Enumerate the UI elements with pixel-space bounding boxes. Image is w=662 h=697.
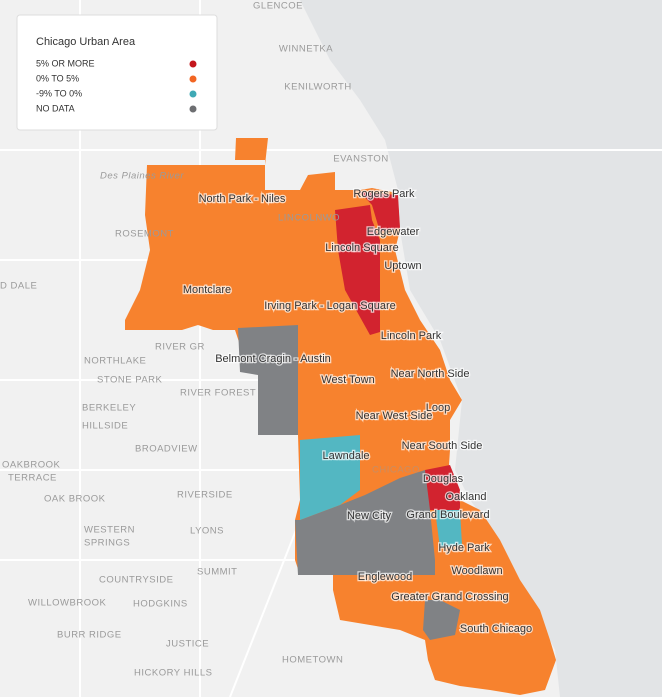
- legend-swatch: [189, 60, 197, 68]
- area: [238, 325, 298, 435]
- region-label: Englewood: [358, 571, 412, 583]
- region-label: Oakland: [446, 491, 487, 503]
- areas: [125, 138, 556, 695]
- region-label: Near South Side: [402, 440, 483, 452]
- place-label: HOMETOWN: [282, 655, 343, 666]
- region-label: Belmont Cragin - Austin: [215, 353, 331, 365]
- region-label: Woodlawn: [451, 565, 502, 577]
- region-label: Grand Boulevard: [406, 509, 489, 521]
- region-label: Loop: [426, 402, 450, 414]
- area: [423, 600, 460, 640]
- area: [295, 470, 435, 575]
- region-label: Edgewater: [367, 226, 420, 238]
- place-label: WINNETKA: [279, 44, 333, 55]
- region-label: Greater Grand Crossing: [391, 591, 508, 603]
- region-label: Uptown: [384, 260, 421, 272]
- place-label: BERKELEY: [82, 403, 136, 414]
- legend-label: 5% OR MORE: [36, 58, 95, 68]
- place-label: NORTHLAKE: [84, 356, 146, 367]
- place-label: TERRACE: [8, 473, 57, 484]
- place-label: LYONS: [190, 526, 224, 537]
- legend-swatch: [189, 105, 197, 113]
- legend-label: 0% TO 5%: [36, 73, 79, 83]
- place-label: RIVERSIDE: [177, 490, 233, 501]
- region-label: Irving Park - Logan Square: [264, 300, 395, 312]
- place-label: SPRINGS: [84, 538, 130, 549]
- place-label: LINCOLNWO: [278, 213, 340, 224]
- legend-title: Chicago Urban Area: [36, 36, 136, 48]
- area: [425, 465, 460, 510]
- place-label: GLENCOE: [253, 1, 303, 12]
- place-label: RIVER FOREST: [180, 388, 256, 399]
- labels: North Park - Niles Rogers Park Edgewater Li…: [0, 1, 533, 679]
- legend-label: -9% TO 0%: [36, 88, 82, 98]
- region-label: Rogers Park: [353, 188, 415, 200]
- place-label: Des Plaines River: [100, 171, 184, 182]
- place-label: BURR RIDGE: [57, 630, 122, 641]
- place-label: CHICAGO: [372, 465, 420, 476]
- place-label: D DALE: [0, 281, 37, 292]
- region-label: Douglas: [423, 473, 464, 485]
- region-label: South Chicago: [460, 623, 532, 635]
- region-label: Montclare: [183, 284, 231, 296]
- legend-label: NO DATA: [36, 103, 75, 113]
- place-label: OAKBROOK: [2, 460, 61, 471]
- place-label: HILLSIDE: [82, 421, 128, 432]
- region-label: Near West Side: [356, 410, 433, 422]
- area: [435, 510, 462, 548]
- region-label: Near North Side: [391, 368, 470, 380]
- place-label: COUNTRYSIDE: [99, 575, 173, 586]
- legend-swatch: [189, 75, 197, 83]
- legend-items: 5% OR MORE 0% TO 5% -9% TO 0% NO DATA: [36, 58, 197, 113]
- legend-box: [16, 14, 218, 131]
- region-label: West Town: [321, 374, 374, 386]
- place-label: EVANSTON: [333, 154, 388, 165]
- area: [335, 205, 380, 335]
- place-label: JUSTICE: [166, 639, 209, 650]
- region-label: Lincoln Park: [381, 330, 442, 342]
- area: [125, 138, 556, 695]
- region-label: Lawndale: [322, 450, 369, 462]
- legend: Chicago Urban Area 5% OR MORE 0% TO 5% -9%…: [16, 14, 218, 131]
- region-label: New City: [347, 510, 392, 522]
- region-label: Lincoln Square: [325, 242, 398, 254]
- legend-swatch: [189, 90, 197, 98]
- area: [300, 435, 360, 520]
- place-label: STONE PARK: [97, 375, 163, 386]
- place-label: SUMMIT: [197, 567, 237, 578]
- lake: [300, 0, 662, 697]
- place-label: WILLOWBROOK: [28, 598, 107, 609]
- place-label: BROADVIEW: [135, 444, 198, 455]
- place-label: ROSEMONT: [115, 229, 174, 240]
- place-label: HICKORY HILLS: [134, 668, 212, 679]
- region-label: Hyde Park: [438, 542, 490, 554]
- place-label: KENILWORTH: [284, 82, 351, 93]
- area: [360, 192, 400, 232]
- place-label: WESTERN: [84, 525, 135, 536]
- place-label: RIVER GR: [155, 342, 205, 353]
- place-label: OAK BROOK: [44, 494, 106, 505]
- region-label: North Park - Niles: [199, 193, 286, 205]
- place-label: HODGKINS: [133, 599, 188, 610]
